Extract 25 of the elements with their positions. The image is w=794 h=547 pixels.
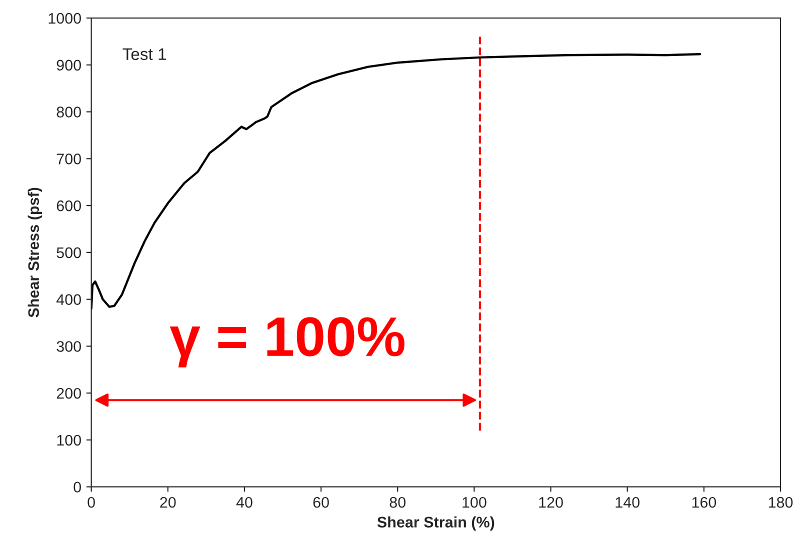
y-tick-label: 900 [56, 60, 81, 71]
x-tick-label: 180 [768, 496, 793, 508]
y-tick-label: 300 [56, 341, 81, 352]
annotation: γ = 100% [170, 317, 404, 368]
y-tick-label: 500 [56, 247, 81, 258]
x-tick-label: 120 [539, 496, 563, 508]
x-tick-label: 80 [390, 496, 406, 508]
y-tick-label: 800 [56, 106, 81, 118]
x-tick-label: 60 [313, 496, 329, 508]
y-axis-title: Shear Stress (psf) [28, 188, 42, 318]
y-tick-label: 400 [56, 294, 81, 306]
y-tick-label: 200 [56, 388, 81, 399]
y-tick-label: 700 [56, 154, 81, 164]
x-axis-title: Shear Strain (%) [377, 516, 494, 531]
y-tick-label: 600 [56, 200, 81, 212]
y-tick-label: 1000 [48, 12, 81, 24]
x-tick-label: 100 [462, 496, 486, 508]
annotation: Test 1 [122, 48, 166, 60]
x-tick-label: 40 [236, 496, 252, 508]
x-tick-label: 0 [88, 496, 95, 508]
y-tick-label: 100 [57, 434, 81, 446]
x-tick-label: 160 [692, 496, 716, 508]
y-tick-label: 0 [74, 482, 81, 493]
x-tick-label: 20 [160, 496, 176, 508]
x-tick-label: 140 [616, 496, 640, 508]
